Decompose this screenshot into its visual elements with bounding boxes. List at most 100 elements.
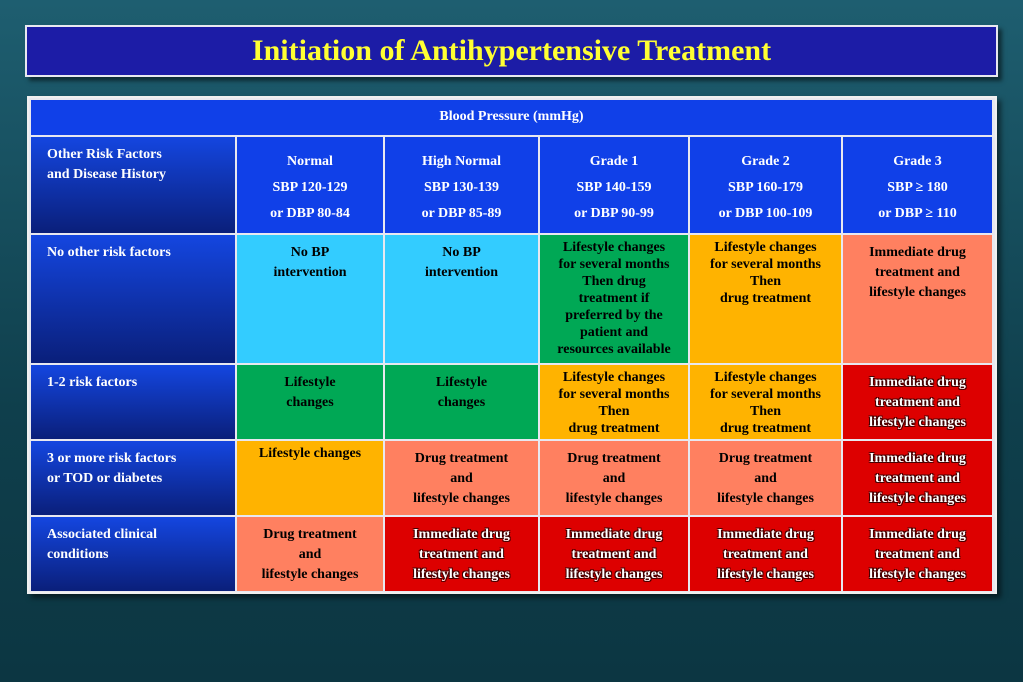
column-header-line: or DBP 90-99: [574, 206, 654, 221]
column-header-line: or DBP ≥ 110: [878, 206, 957, 221]
cell-line: Drug treatment: [263, 527, 357, 542]
column-header: Grade 3 SBP ≥ 180 or DBP ≥ 110: [843, 137, 992, 233]
table-cell: Immediate drug treatment and lifestyle cha…: [843, 365, 992, 439]
cell-line: No BP: [290, 245, 330, 260]
cell-line: Immediate drug: [869, 375, 966, 390]
cell-line: Immediate drug: [413, 527, 510, 542]
cell-line: preferred by the: [565, 308, 663, 323]
cell-line: Then drug: [582, 274, 646, 289]
table-cell: No BP intervention: [237, 235, 383, 363]
row-label-line: or TOD or diabetes: [47, 471, 163, 486]
corner-line: and Disease History: [47, 167, 166, 182]
cell-line: lifestyle changes: [869, 567, 966, 582]
cell-line: lifestyle changes: [261, 567, 359, 582]
table-cell: Immediate drug treatment and lifestyle cha…: [843, 517, 992, 591]
cell-line: lifestyle changes: [565, 491, 663, 506]
column-header: Grade 2 SBP 160-179 or DBP 100-109: [690, 137, 841, 233]
cell-line: for several months: [710, 387, 821, 402]
table-cell: Lifestyle changes: [385, 365, 538, 439]
row-label-line: conditions: [47, 547, 109, 562]
table-cell: Drug treatment and lifestyle changes: [237, 517, 383, 591]
table-cell: Drug treatment and lifestyle changes: [540, 441, 688, 515]
cell-line: Lifestyle changes: [562, 370, 666, 385]
table-header: Blood Pressure (mmHg): [31, 100, 992, 135]
cell-line: drug treatment: [719, 291, 812, 306]
column-header-line: Normal: [287, 154, 333, 169]
cell-line: lifestyle changes: [413, 491, 510, 506]
cell-line: treatment if: [578, 291, 650, 306]
column-header-line: High Normal: [422, 154, 501, 169]
row-label-line: Associated clinical: [47, 527, 158, 542]
cell-line: changes: [437, 395, 486, 410]
cell-line: Drug treatment: [718, 451, 813, 466]
cell-line: resources available: [557, 342, 671, 357]
cell-line: for several months: [710, 257, 821, 272]
cell-line: lifestyle changes: [717, 491, 814, 506]
table-cell: Drug treatment and lifestyle changes: [385, 441, 538, 515]
cell-line: Then: [749, 404, 782, 419]
cell-line: Lifestyle: [435, 375, 488, 390]
table-cell: Drug treatment and lifestyle changes: [690, 441, 841, 515]
cell-line: lifestyle changes: [869, 415, 966, 430]
cell-line: Drug treatment: [567, 451, 661, 466]
table-cell: Lifestyle changes for several months Then …: [540, 235, 688, 363]
table: Blood Pressure (mmHg) Other Risk Factors a…: [27, 96, 997, 594]
table-cell: Immediate drug treatment and lifestyle cha…: [540, 517, 688, 591]
cell-line: and: [298, 547, 322, 562]
column-header-line: SBP ≥ 180: [887, 180, 948, 195]
cell-line: lifestyle changes: [869, 285, 966, 300]
cell-line: Immediate drug: [565, 527, 663, 542]
cell-line: Immediate drug: [869, 527, 966, 542]
table-cell: Immediate drug treatment and lifestyle cha…: [843, 441, 992, 515]
cell-line: treatment and: [723, 547, 808, 562]
row-label-line: 3 or more risk factors: [47, 451, 177, 466]
cell-line: lifestyle changes: [413, 567, 510, 582]
cell-line: intervention: [273, 265, 347, 280]
table-cell: Immediate drug treatment and lifestyle cha…: [690, 517, 841, 591]
cell-line: lifestyle changes: [717, 567, 814, 582]
cell-line: Lifestyle changes: [562, 240, 666, 255]
cell-line: Lifestyle changes: [258, 446, 362, 461]
cell-line: treatment and: [875, 547, 960, 562]
table-cell: Lifestyle changes for several months Then d…: [540, 365, 688, 439]
row-label-line: 1-2 risk factors: [47, 375, 138, 390]
row-label-line: No other risk factors: [47, 245, 171, 260]
column-header-line: Grade 2: [741, 154, 790, 169]
cell-line: treatment and: [875, 265, 960, 280]
cell-line: No BP: [442, 245, 481, 260]
row-label: 1-2 risk factors: [31, 365, 235, 439]
cell-line: and: [450, 471, 473, 486]
cell-line: drug treatment: [568, 421, 660, 436]
cell-line: and: [602, 471, 626, 486]
cell-line: treatment and: [571, 547, 657, 562]
table-cell: Lifestyle changes for several months Then d…: [690, 365, 841, 439]
row-label: No other risk factors: [31, 235, 235, 363]
table-cell: Lifestyle changes: [237, 441, 383, 515]
cell-line: Then: [598, 404, 630, 419]
column-header-line: or DBP 100-109: [718, 206, 813, 221]
cell-line: lifestyle changes: [565, 567, 663, 582]
cell-line: Lifestyle changes: [714, 370, 817, 385]
column-header-line: SBP 130-139: [423, 180, 500, 195]
cell-line: drug treatment: [719, 421, 812, 436]
column-header-line: or DBP 85-89: [421, 206, 502, 221]
column-header-line: Grade 3: [893, 154, 942, 169]
row-label: 3 or more risk factors or TOD or diabetes: [31, 441, 235, 515]
column-header-line: or DBP 80-84: [270, 206, 350, 221]
column-header: Grade 1 SBP 140-159 or DBP 90-99: [540, 137, 688, 233]
column-header: High Normal SBP 130-139 or DBP 85-89: [385, 137, 538, 233]
cell-line: and: [754, 471, 777, 486]
cell-line: Immediate drug: [869, 245, 966, 260]
cell-line: Lifestyle changes: [714, 240, 817, 255]
cell-line: Immediate drug: [869, 451, 966, 466]
cell-line: changes: [286, 395, 334, 410]
column-header-line: SBP 160-179: [727, 180, 804, 195]
slide-title: Initiation of Antihypertensive Treatment: [25, 25, 998, 77]
cell-line: Immediate drug: [717, 527, 814, 542]
table-cell: Immediate drug treatment and lifestyle cha…: [843, 235, 992, 363]
table-cell: Immediate drug treatment and lifestyle cha…: [385, 517, 538, 591]
column-header-line: SBP 140-159: [576, 180, 652, 195]
corner-line: Other Risk Factors: [47, 147, 162, 162]
cell-line: treatment and: [875, 471, 960, 486]
